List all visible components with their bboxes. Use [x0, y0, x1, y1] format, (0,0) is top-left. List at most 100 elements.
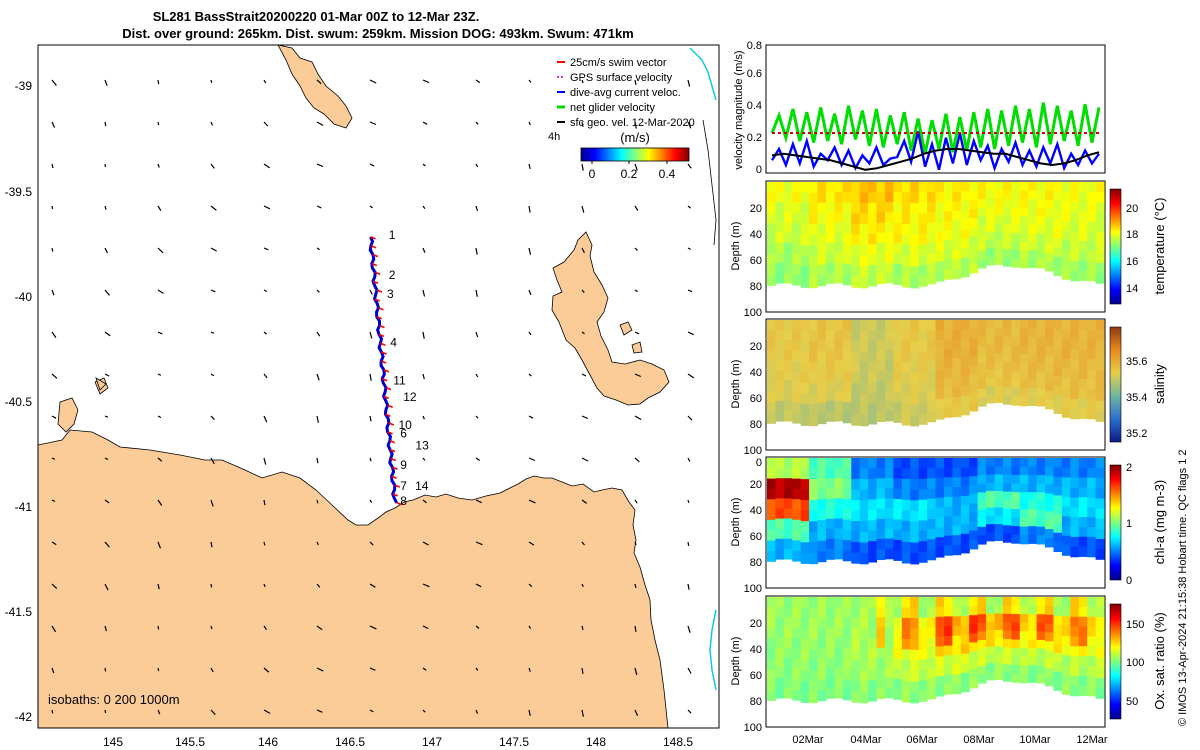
heatmap-cell [817, 413, 827, 425]
heatmap-cell [952, 259, 962, 270]
heatmap-cell [943, 320, 953, 331]
heatmap-cell [868, 597, 878, 608]
heatmap-cell [960, 682, 970, 693]
heatmap-cell [952, 458, 962, 469]
heatmap-cell [910, 521, 920, 533]
heatmap-cell [977, 483, 987, 493]
heatmap-cell [893, 192, 903, 203]
heatmap-cell [943, 496, 953, 508]
heatmap-cell [969, 503, 979, 514]
heatmap-cell [1011, 622, 1021, 632]
heatmap-cell [969, 236, 979, 247]
heatmap-cell [859, 681, 869, 693]
heatmap-cell [935, 389, 945, 400]
heatmap-cell [1053, 247, 1063, 258]
heatmap-cell [1045, 320, 1054, 330]
heatmap-cell [800, 500, 810, 512]
heatmap-cell [1036, 535, 1046, 545]
heatmap-cell [901, 680, 911, 692]
heatmap-cell [910, 489, 920, 501]
heatmap-cell [1045, 208, 1054, 219]
heatmap-cell [851, 203, 861, 215]
chlorophyll-panel: 0 1 2 chl-a (mg m-3) 0 20 40 60 80 100 D… [730, 456, 1167, 595]
heatmap-cell [775, 687, 785, 699]
current-vector [422, 667, 427, 671]
heatmap-cell [1087, 182, 1097, 193]
heatmap-cell [834, 617, 844, 628]
heatmap-cell [994, 663, 1004, 672]
heatmap-cell [1070, 191, 1080, 203]
heatmap-cell [960, 543, 970, 554]
heatmap-cell [834, 667, 844, 679]
heatmap-cell [994, 394, 1004, 403]
heatmap-cell [876, 488, 886, 500]
heatmap-cell [842, 509, 852, 521]
map-y-tick: -39.5 [5, 185, 33, 199]
heatmap-cell [885, 617, 894, 628]
heatmap-cell [927, 688, 937, 700]
heatmap-cell [775, 617, 785, 628]
heatmap-cell [1036, 648, 1046, 658]
heatmap-cell [817, 244, 827, 256]
heatmap-cell [893, 509, 903, 520]
heatmap-cell [885, 222, 894, 233]
heatmap-cell [1002, 525, 1012, 535]
heatmap-cell [775, 488, 785, 499]
heatmap-cell [876, 340, 886, 351]
heatmap-cell [809, 415, 819, 427]
heatmap-cell [1011, 362, 1021, 372]
heatmap-cell [969, 209, 979, 219]
current-vector [157, 205, 162, 212]
heatmap-cell [977, 397, 987, 407]
heatmap-cell [918, 649, 928, 661]
heatmap-cell [885, 242, 894, 254]
heatmap-cell [943, 506, 953, 517]
heatmap-cell [1087, 379, 1097, 390]
heatmap-cell [960, 405, 970, 416]
heatmap-cell [1061, 329, 1071, 340]
heatmap-cell [868, 530, 878, 542]
map-legend: 25cm/s swim vector GPS surface velocity … [548, 57, 695, 181]
heatmap-cell [1028, 466, 1038, 476]
heatmap-cell [893, 539, 903, 551]
heatmap-cell [969, 633, 979, 643]
swim-vector [371, 262, 378, 267]
heatmap-cell [918, 192, 928, 204]
heatmap-cell [910, 468, 920, 480]
heatmap-cell [943, 487, 953, 498]
swim-vector [381, 351, 387, 355]
heatmap-cell [767, 648, 776, 660]
heatmap-cell [767, 330, 776, 342]
heatmap-cell [792, 233, 802, 245]
heatmap-cell [868, 275, 878, 287]
heatmap-cell [977, 363, 987, 373]
heatmap-cell [943, 674, 953, 685]
heatmap-cell [986, 361, 995, 371]
map-y-tick: -42 [15, 710, 33, 724]
heatmap-cell [901, 192, 911, 204]
heatmap-cell [800, 607, 810, 619]
heatmap-cell [1036, 466, 1046, 476]
heatmap-cell [986, 638, 995, 648]
heatmap-cell [885, 597, 894, 608]
swim-vector [381, 377, 388, 382]
heatmap-cell [1070, 221, 1080, 232]
velocity-y-tick: 0.4 [747, 100, 762, 112]
heatmap-cell [842, 478, 852, 490]
chlorophyll-y-label: Depth (m) [730, 498, 742, 547]
heatmap-cell [834, 528, 844, 540]
heatmap-cell [994, 215, 1004, 224]
heatmap-cell [969, 227, 979, 238]
heatmap-cell [1078, 536, 1088, 548]
current-vector [369, 541, 374, 546]
swim-vector [379, 324, 385, 329]
heatmap-cell [826, 411, 835, 422]
current-vector [634, 121, 637, 129]
heatmap-cell [1061, 487, 1071, 498]
heatmap-cell [817, 213, 827, 225]
heatmap-cell [1087, 241, 1097, 252]
heatmap-cell [859, 553, 869, 565]
chlorophyll-cbar-label: chl-a (mg m-3) [1152, 480, 1167, 565]
heatmap-cell [901, 510, 911, 522]
